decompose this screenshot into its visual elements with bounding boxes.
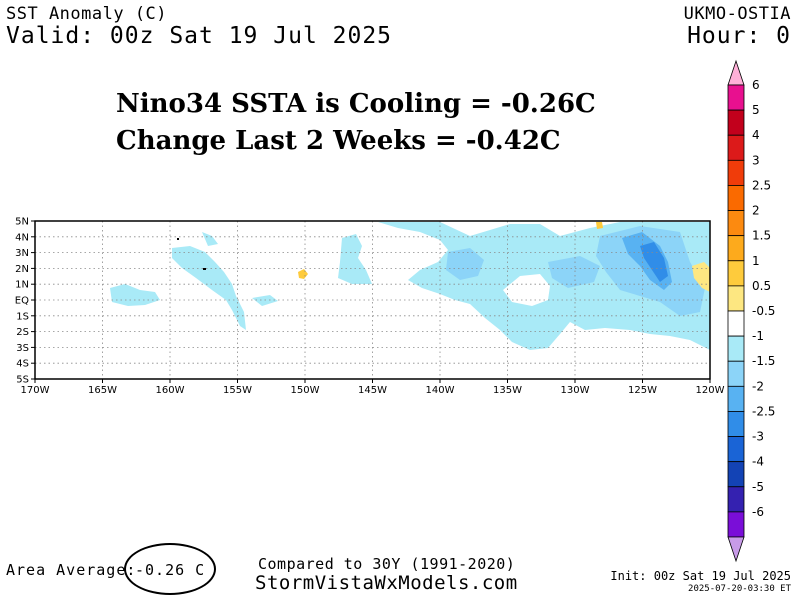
lon-tick-label: 165W [88,385,117,396]
anomaly-region-west [110,284,160,306]
map-plot-area [34,220,711,380]
init-time: Init: 00z Sat 19 Jul 2025 [610,569,791,583]
lat-tick-label: 5N [15,217,29,228]
colorbar-level-label: -1 [752,329,764,343]
colorbar-swatch [727,134,745,161]
lat-tick-label: 1S [16,311,29,322]
colorbar-swatch [727,436,745,463]
lat-tick-label: 2N [15,264,29,275]
chart-title: SST Anomaly (C) [6,4,168,24]
lon-tick-label: 130W [561,385,590,396]
lat-tick-label: 2S [16,327,29,338]
lon-tick-label: 170W [21,385,50,396]
stronger-region [640,242,668,282]
climatology-note: Compared to 30Y (1991-2020) [258,555,516,573]
colorbar-swatch [727,235,745,262]
lon-tick-label: 150W [291,385,320,396]
island-markers [177,238,206,270]
colorbar-swatch [727,159,745,186]
longitude-axis: 170W 165W 160W 155W 150W 145W 140W 135W 130W 125W… [21,379,725,396]
colorbar-max-arrow [727,59,745,86]
lat-tick-label: 5S [16,375,29,386]
colorbar-level-label: 6 [752,78,760,92]
anomaly-cool-patch [503,274,550,306]
colorbar-level-label: 2.5 [752,178,771,192]
warm-patch-north [596,222,603,229]
headline-cooling: Nino34 SSTA is Cooling = -0.26C [116,89,596,119]
website-credit: StormVistaWxModels.com [255,572,518,594]
colorbar-level-label: -4 [752,455,764,469]
lat-tick-label: 3S [16,343,29,354]
colorbar-min-arrow [727,536,745,563]
colorbar-swatch [727,411,745,437]
colorbar-level-label: 2 [752,204,760,218]
latitude-axis: 5N 4N 3N 2N 1N EQ 1S 2S 3S 4S 5S [15,217,35,386]
lat-tick-label: 1N [15,280,29,291]
anomaly-shading-strong [622,232,672,290]
data-source: UKMO-OSTIA [683,4,791,24]
headline-change: Change Last 2 Weeks = -0.42C [116,126,561,156]
lat-tick-label: 3N [15,248,29,259]
anomaly-region-islet [252,295,278,306]
area-average-label: Area Average: [6,561,137,579]
colorbar-level-label: -6 [752,505,764,519]
colorbar-swatch [727,385,745,412]
colorbar-level-label: 4 [752,128,760,142]
colorbar-swatch [727,360,745,387]
forecast-hour: Hour: 0 [687,23,791,49]
colorbar-swatch [727,511,745,538]
lon-tick-label: 140W [426,385,455,396]
colorbar-swatch [727,109,745,136]
colorbar-swatch [727,185,745,211]
lon-tick-label: 145W [358,385,387,396]
lon-tick-label: 125W [628,385,657,396]
lat-tick-label: 4N [15,232,29,243]
colorbar-level-label: -0.5 [752,304,775,318]
colorbar-swatch [727,210,745,237]
colorbar-swatch [727,461,745,488]
anomaly-region-central [338,234,372,284]
moderate-region-1 [446,248,484,280]
colorbar-swatch [727,84,745,111]
moderate-region-2 [548,256,600,288]
colorbar-swatch [727,310,745,337]
colorbar-level-label: -5 [752,480,764,494]
island-marker [177,238,179,240]
valid-time: Valid: 00z Sat 19 Jul 2025 [6,23,393,49]
colorbar-level-label: 0.5 [752,279,771,293]
colorbar-swatch [727,335,745,362]
colorbar-level-label: 1.5 [752,229,771,243]
generated-timestamp: 2025-07-20-03:30 ET [688,584,791,594]
island-marker [203,268,206,270]
lon-tick-label: 120W [696,385,725,396]
lat-tick-label: EQ [15,296,29,307]
area-average-circle [124,543,216,595]
colorbar: 6 5 4 3 2.5 2 1.5 1 0.5 -0.5 -1 -1.5 -2 -2.5 -3 -4 -5 -6 [727,59,775,563]
anomaly-region-central-west [172,246,246,330]
colorbar-swatch [727,285,745,312]
lon-tick-label: 160W [156,385,185,396]
warm-patch-central [298,269,308,279]
colorbar-level-label: -2 [752,379,764,393]
colorbar-swatch [727,260,745,287]
lon-tick-label: 155W [223,385,252,396]
colorbar-level-label: -1.5 [752,354,775,368]
lat-tick-label: 4S [16,359,29,370]
colorbar-level-label: -3 [752,430,764,444]
colorbar-level-label: -2.5 [752,404,775,418]
lon-tick-label: 135W [493,385,522,396]
colorbar-level-label: 1 [752,254,760,268]
colorbar-level-label: 5 [752,103,760,117]
anomaly-region-small [202,232,218,246]
grid-lines [35,221,710,379]
colorbar-level-label: 3 [752,153,760,167]
colorbar-swatch [727,486,745,513]
